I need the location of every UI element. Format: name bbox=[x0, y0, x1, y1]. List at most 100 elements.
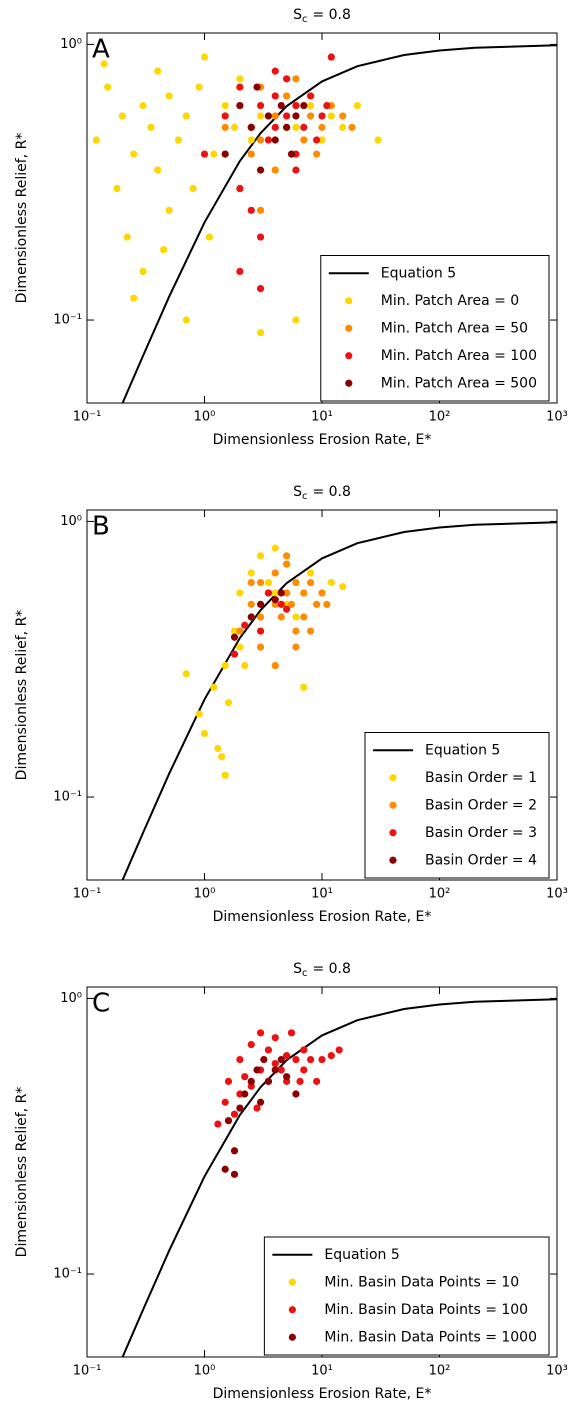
point bbox=[221, 1165, 229, 1173]
point bbox=[182, 670, 190, 678]
plot-area bbox=[121, 521, 557, 880]
point bbox=[247, 569, 255, 577]
x-tick-label: 10³ bbox=[546, 887, 568, 902]
point bbox=[283, 560, 291, 568]
point bbox=[236, 1104, 244, 1112]
point bbox=[318, 589, 326, 597]
point bbox=[318, 123, 326, 131]
x-tick-label: 10² bbox=[429, 1364, 451, 1379]
legend-label: Min. Patch Area = 500 bbox=[381, 375, 537, 391]
chart-title: Sc = 0.8 bbox=[293, 961, 351, 979]
point bbox=[92, 136, 100, 144]
point bbox=[214, 1120, 222, 1128]
x-axis-label: Dimensionless Erosion Rate, E* bbox=[213, 1386, 432, 1402]
point bbox=[256, 600, 265, 608]
y-tick-label: 10⁻¹ bbox=[53, 790, 82, 805]
point bbox=[264, 1046, 273, 1054]
curve bbox=[121, 44, 557, 403]
x-tick-label: 10³ bbox=[546, 1364, 568, 1379]
point bbox=[182, 316, 190, 324]
point bbox=[287, 1029, 296, 1037]
point bbox=[300, 589, 308, 597]
point bbox=[318, 1055, 326, 1064]
panel-label: C bbox=[92, 989, 110, 1019]
point bbox=[256, 233, 265, 241]
legend-marker bbox=[288, 1333, 296, 1341]
legend-marker bbox=[345, 352, 353, 360]
point bbox=[318, 136, 326, 144]
point bbox=[283, 92, 291, 100]
point bbox=[230, 633, 239, 641]
point bbox=[271, 569, 279, 577]
y-axis-label: Dimensionless Relief, R* bbox=[14, 610, 30, 781]
point bbox=[296, 1077, 304, 1085]
point bbox=[221, 112, 229, 120]
y-tick-label: 10⁰ bbox=[60, 514, 82, 529]
title-symbol: S bbox=[293, 7, 302, 23]
plot-area bbox=[121, 998, 557, 1357]
point bbox=[221, 661, 229, 670]
point bbox=[200, 729, 209, 738]
point bbox=[236, 75, 244, 83]
point bbox=[271, 661, 279, 670]
point bbox=[256, 206, 265, 214]
point bbox=[247, 578, 255, 587]
point bbox=[335, 1046, 343, 1054]
point bbox=[247, 206, 255, 214]
point bbox=[287, 150, 296, 158]
plot-area bbox=[92, 44, 557, 403]
x-tick-label: 10⁻¹ bbox=[73, 410, 102, 425]
point bbox=[224, 1117, 233, 1125]
chart-title: Sc = 0.8 bbox=[293, 7, 351, 25]
chart-title: Sc = 0.8 bbox=[293, 484, 351, 502]
point bbox=[271, 67, 279, 75]
legend-label: Equation 5 bbox=[425, 742, 500, 758]
x-tick-label: 10¹ bbox=[311, 410, 333, 425]
point bbox=[195, 83, 203, 91]
y-tick-label: 10⁻¹ bbox=[53, 1267, 82, 1282]
point bbox=[224, 1077, 233, 1085]
point bbox=[241, 1090, 249, 1098]
point bbox=[221, 1098, 229, 1106]
point bbox=[264, 1077, 273, 1085]
title-rest: = 0.8 bbox=[312, 961, 350, 977]
point bbox=[300, 101, 308, 110]
point bbox=[236, 627, 244, 635]
point bbox=[323, 101, 331, 110]
point bbox=[256, 166, 265, 174]
point bbox=[230, 123, 239, 131]
point bbox=[230, 650, 239, 658]
x-tick-label: 10⁰ bbox=[194, 887, 216, 902]
point bbox=[123, 233, 131, 241]
point bbox=[292, 166, 300, 174]
legend-label: Min. Patch Area = 0 bbox=[381, 293, 519, 309]
point bbox=[236, 643, 244, 651]
point bbox=[236, 589, 244, 597]
x-axis-label: Dimensionless Erosion Rate, E* bbox=[213, 432, 432, 448]
panel-label: B bbox=[92, 512, 110, 542]
point bbox=[264, 589, 273, 597]
panel: Sc = 0.8 10⁻¹ 10⁰ 10¹ 10² 10³ 10⁻¹ 10⁰ Dimensionl… bbox=[14, 7, 568, 448]
y-tick-label: 10⁰ bbox=[60, 37, 82, 52]
point bbox=[230, 1110, 239, 1118]
point bbox=[283, 123, 291, 131]
point bbox=[154, 166, 162, 174]
point bbox=[189, 184, 197, 193]
title-symbol: S bbox=[293, 484, 302, 500]
point bbox=[283, 1052, 291, 1060]
point bbox=[292, 1055, 300, 1064]
point bbox=[271, 596, 279, 604]
panel: Sc = 0.8 10⁻¹ 10⁰ 10¹ 10² 10³ 10⁻¹ 10⁰ Dimensionl… bbox=[14, 484, 568, 925]
point bbox=[247, 123, 255, 131]
point bbox=[292, 613, 300, 621]
point bbox=[130, 150, 138, 158]
point bbox=[283, 112, 291, 120]
x-tick-label: 10² bbox=[429, 887, 451, 902]
point bbox=[292, 112, 300, 120]
point bbox=[292, 627, 300, 635]
point bbox=[327, 578, 335, 587]
point bbox=[247, 150, 255, 158]
point bbox=[100, 60, 108, 68]
title-subscript: c bbox=[302, 491, 308, 502]
point bbox=[221, 101, 229, 110]
